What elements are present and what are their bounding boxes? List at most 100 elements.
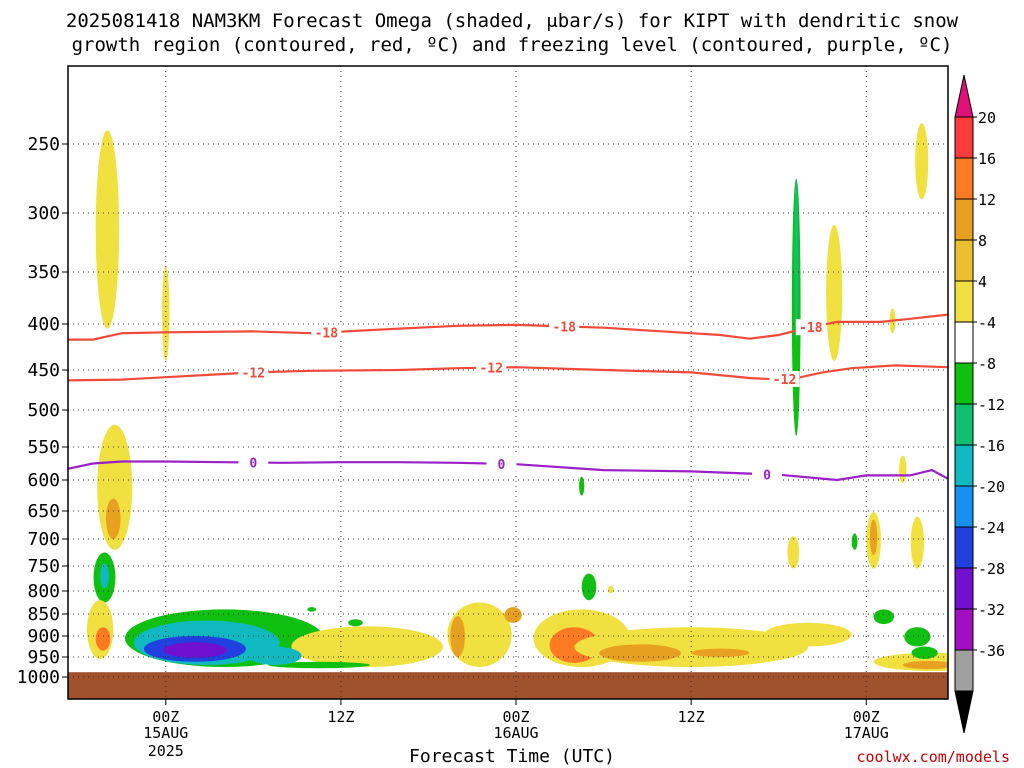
- chart-title-line1: 2025081418 NAM3KM Forecast Omega (shaded…: [65, 10, 959, 32]
- contour-label: -12: [242, 366, 265, 381]
- colorbar-label: -32: [978, 601, 1005, 619]
- contour-label: -12: [479, 362, 502, 377]
- contour-label-bg: [476, 359, 507, 376]
- colorbar-swatch: [954, 157, 974, 200]
- y-axis-tick-label: 250: [27, 134, 60, 155]
- contour-label: -18: [315, 326, 339, 341]
- omega-shade-region: [607, 586, 614, 594]
- y-axis-tick-label: 1000: [17, 667, 60, 688]
- y-axis-tick-label: 450: [27, 360, 60, 381]
- colorbar-label: -20: [978, 478, 1005, 496]
- y-axis-tick-label: 950: [27, 647, 60, 668]
- omega-shade-region: [851, 533, 858, 550]
- plot-frame: [67, 65, 949, 700]
- contour-label: -18: [799, 321, 823, 336]
- x-axis-tick-label: 2025: [148, 742, 184, 760]
- contour-label: 0: [498, 458, 506, 473]
- omega-shade-region: [267, 661, 371, 669]
- contour-label-bg: [238, 454, 269, 471]
- omega-shade-region: [902, 661, 948, 669]
- colorbar-swatch: [954, 567, 974, 610]
- omega-shade-region: [450, 616, 465, 657]
- omega-shade-region: [95, 627, 111, 651]
- omega-shade-region: [248, 646, 302, 665]
- colorbar-label: -8: [978, 355, 996, 373]
- contour-label: -12: [773, 373, 796, 388]
- omega-shade-region: [447, 602, 512, 667]
- omega-shade-region: [162, 642, 228, 658]
- y-axis-tick-label: 900: [27, 626, 60, 647]
- colorbar-label: 8: [978, 232, 987, 250]
- omega-shade-region: [915, 123, 929, 200]
- contour-label-bg: [311, 324, 342, 341]
- plot-area: -18 -18 -18 -12 -12 -12 0 0 0: [68, 66, 948, 699]
- contour-label-bg: [549, 318, 580, 335]
- contour-label: -18: [552, 320, 576, 335]
- colorbar-swatch: [954, 608, 974, 651]
- omega-shade-region: [95, 130, 120, 329]
- colorbar-swatch: [954, 403, 974, 446]
- omega-shade-region: [826, 224, 843, 361]
- omega-shade-region: [904, 627, 931, 647]
- chart-title-line2: growth region (contoured, red, ºC) and f…: [71, 34, 953, 56]
- y-axis-tick-label: 500: [27, 400, 60, 421]
- x-axis-title: Forecast Time (UTC): [409, 746, 615, 767]
- omega-shade-region: [787, 536, 800, 569]
- omega-shade-region: [97, 424, 133, 550]
- y-axis-tick-label: 400: [27, 314, 60, 335]
- contour-line: [68, 364, 948, 382]
- omega-shade-region: [873, 609, 895, 625]
- colorbar-swatch: [954, 321, 974, 364]
- omega-shade-region: [162, 266, 170, 361]
- colorbar-label: -12: [978, 396, 1005, 414]
- colorbar-swatch: [954, 444, 974, 487]
- colorbar-label: 4: [978, 273, 987, 291]
- contour-line: [68, 313, 948, 341]
- omega-shade-region: [911, 646, 938, 659]
- omega-shade-region: [794, 178, 799, 343]
- colorbar-label: 16: [978, 150, 996, 168]
- x-axis-tick-label: 15AUG: [143, 724, 188, 742]
- omega-shade-region: [105, 498, 121, 539]
- colorbar-swatch: [954, 280, 974, 323]
- colorbar-swatch: [954, 239, 974, 282]
- colorbar-swatch: [954, 116, 974, 159]
- colorbar-swatch: [954, 362, 974, 405]
- x-axis-tick-label: 12Z: [678, 708, 705, 726]
- omega-shade-region: [100, 563, 109, 589]
- y-axis-tick-label: 550: [27, 437, 60, 458]
- y-axis-tick-label: 700: [27, 529, 60, 550]
- omega-shade-region: [910, 516, 924, 569]
- colorbar-label: 12: [978, 191, 996, 209]
- contour-label: 0: [763, 468, 771, 483]
- colorbar-label: -24: [978, 519, 1005, 537]
- omega-shade-region: [899, 455, 907, 484]
- ground-fill: [68, 672, 948, 699]
- contour-label-bg: [795, 319, 826, 336]
- colorbar-swatch: [954, 526, 974, 569]
- omega-shade-region: [504, 607, 522, 623]
- x-axis-tick-label: 17AUG: [844, 724, 889, 742]
- colorbar-swatch: [954, 198, 974, 241]
- y-axis-tick-label: 600: [27, 470, 60, 491]
- colorbar-top-arrow: [954, 74, 974, 118]
- y-axis-tick-label: 800: [27, 581, 60, 602]
- x-axis-tick-label: 00Z: [853, 708, 880, 726]
- y-axis-tick-label: 850: [27, 604, 60, 625]
- colorbar-bottom-arrow: [954, 690, 974, 734]
- credit-link[interactable]: coolwx.com/models: [856, 748, 1010, 766]
- colorbar-label: -4: [978, 314, 996, 332]
- omega-shade-region: [307, 607, 317, 612]
- x-axis-tick-label: 12Z: [327, 708, 354, 726]
- omega-shade-region: [348, 619, 363, 627]
- x-axis-tick-label: 16AUG: [493, 724, 538, 742]
- y-axis-tick-label: 750: [27, 556, 60, 577]
- colorbar-label: 20: [978, 109, 996, 127]
- y-axis-tick-label: 300: [27, 203, 60, 224]
- omega-shade-region: [691, 648, 750, 657]
- contour-label-bg: [752, 466, 783, 483]
- omega-shade-region: [764, 622, 852, 647]
- omega-shade-region: [599, 644, 681, 662]
- colorbar-label: -36: [978, 642, 1005, 660]
- colorbar: 20 16 12 8 4 -4 -8 -12 -16 -20 -24 -28 -32 -36: [954, 74, 1005, 734]
